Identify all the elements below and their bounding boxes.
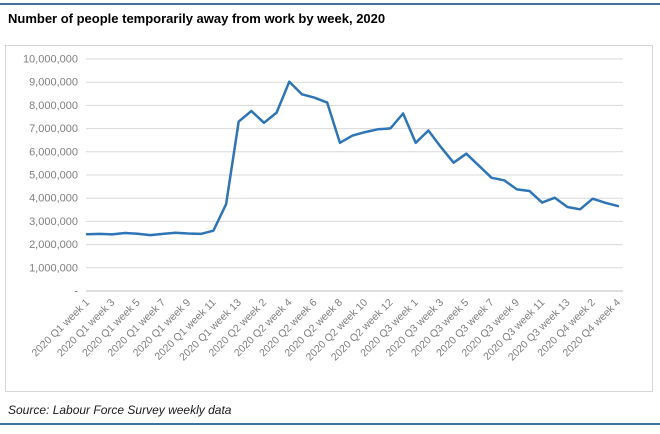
y-tick-label: 9,000,000 xyxy=(29,77,78,89)
y-tick-label: 8,000,000 xyxy=(29,100,78,112)
line-chart: - 1,000,000 2,000,000 3,000,000 4,000,000 5,0… xyxy=(23,54,623,364)
y-tick-label: - xyxy=(74,286,78,298)
bottom-divider xyxy=(0,423,660,425)
chart-title: Number of people temporarily away from w… xyxy=(8,11,386,26)
top-divider xyxy=(0,3,660,5)
y-tick-label: 1,000,000 xyxy=(29,262,78,274)
y-tick-label: 6,000,000 xyxy=(29,146,78,158)
y-tick-label: 2,000,000 xyxy=(29,239,78,251)
y-tick-label: 3,000,000 xyxy=(29,216,78,228)
chart-container: - 1,000,000 2,000,000 3,000,000 4,000,000 5,0… xyxy=(5,45,653,392)
y-tick-label: 5,000,000 xyxy=(29,170,78,182)
y-tick-label: 7,000,000 xyxy=(29,123,78,135)
y-tick-label: 10,000,000 xyxy=(23,54,78,66)
source-note: Source: Labour Force Survey weekly data xyxy=(8,403,232,417)
data-series-line xyxy=(85,80,620,237)
y-tick-label: 4,000,000 xyxy=(29,193,78,205)
